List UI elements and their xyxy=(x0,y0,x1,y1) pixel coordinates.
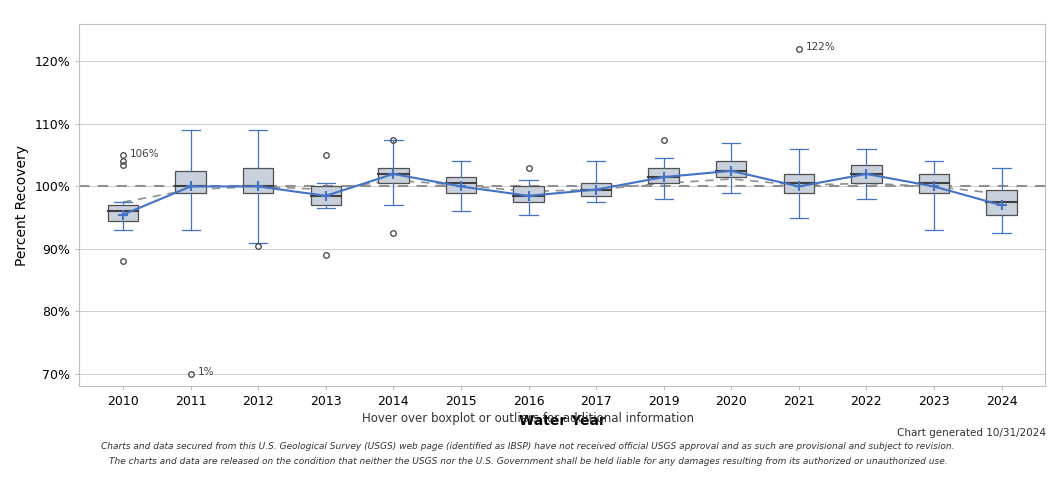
Bar xyxy=(446,177,476,192)
Text: Charts and data secured from this U.S. Geological Survey (USGS) web page (identi: Charts and data secured from this U.S. G… xyxy=(101,442,955,451)
Bar xyxy=(784,174,814,192)
Bar xyxy=(108,205,138,221)
Text: The charts and data are released on the condition that neither the USGS nor the : The charts and data are released on the … xyxy=(109,456,947,466)
Text: Chart generated 10/31/2024: Chart generated 10/31/2024 xyxy=(898,428,1046,438)
Bar xyxy=(986,190,1017,215)
Text: 1%: 1% xyxy=(197,367,214,377)
Text: 122%: 122% xyxy=(806,42,835,52)
Bar xyxy=(310,186,341,205)
Bar xyxy=(716,161,747,177)
X-axis label: Water Year: Water Year xyxy=(518,414,606,428)
Bar xyxy=(175,171,206,192)
Bar xyxy=(513,186,544,202)
Bar xyxy=(648,168,679,183)
Bar xyxy=(851,165,882,183)
Text: 106%: 106% xyxy=(130,149,159,158)
Bar xyxy=(243,168,274,192)
Bar xyxy=(378,168,409,183)
Bar xyxy=(581,183,611,196)
Text: Hover over boxplot or outliers for additional information: Hover over boxplot or outliers for addit… xyxy=(362,412,694,425)
Y-axis label: Percent Recovery: Percent Recovery xyxy=(15,144,29,266)
Bar xyxy=(919,174,949,192)
